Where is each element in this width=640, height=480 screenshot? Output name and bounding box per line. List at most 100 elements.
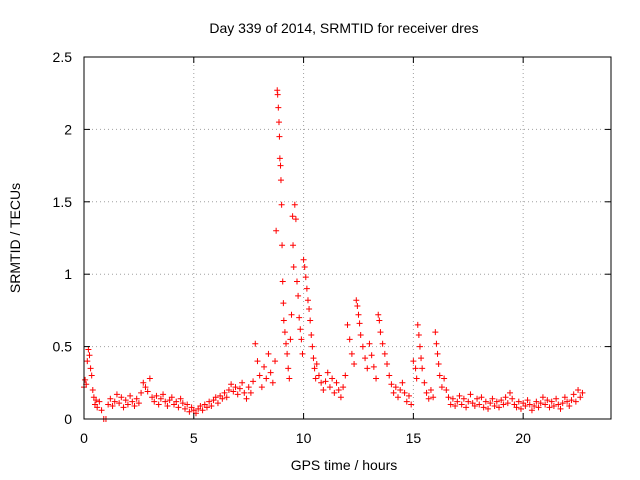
data-point	[109, 402, 116, 409]
data-point	[301, 263, 308, 270]
data-point	[212, 394, 219, 401]
data-point	[419, 365, 426, 372]
data-point	[414, 321, 421, 328]
data-point	[247, 389, 254, 396]
data-point	[214, 400, 221, 407]
data-point	[84, 358, 91, 365]
data-point	[364, 365, 371, 372]
grid-lines	[84, 57, 611, 419]
data-point	[279, 242, 286, 249]
data-point	[223, 394, 230, 401]
data-point	[208, 402, 215, 409]
data-point	[401, 389, 408, 396]
data-point	[449, 395, 456, 402]
data-point	[269, 379, 276, 386]
data-point	[413, 375, 420, 382]
data-point	[280, 300, 287, 307]
data-point	[153, 392, 160, 399]
data-point	[279, 278, 286, 285]
data-point	[553, 395, 560, 402]
data-point	[142, 384, 149, 391]
data-point	[465, 398, 472, 405]
data-point	[443, 387, 450, 394]
data-point	[438, 384, 445, 391]
data-point	[168, 394, 175, 401]
data-point	[241, 389, 248, 396]
data-point	[285, 365, 292, 372]
data-point	[412, 365, 419, 372]
y-tick-label: 2	[64, 121, 72, 137]
data-point	[273, 227, 280, 234]
data-point	[129, 398, 136, 405]
y-tick-label: 0.5	[53, 339, 73, 355]
data-point	[122, 397, 129, 404]
data-point	[416, 343, 423, 350]
data-point	[324, 369, 331, 376]
data-point	[263, 375, 270, 382]
data-point	[232, 384, 239, 391]
data-point	[491, 402, 498, 409]
data-point	[445, 394, 452, 401]
data-point	[293, 278, 300, 285]
data-point	[199, 407, 206, 414]
data-point	[548, 398, 555, 405]
data-point	[287, 336, 294, 343]
data-point	[353, 297, 360, 304]
data-point	[133, 395, 140, 402]
data-point	[515, 398, 522, 405]
data-point	[436, 372, 443, 379]
data-point	[405, 392, 412, 399]
data-point	[344, 321, 351, 328]
data-point	[254, 358, 261, 365]
data-point	[506, 389, 513, 396]
data-point	[138, 389, 145, 396]
data-point	[427, 387, 434, 394]
data-point	[415, 332, 422, 339]
data-point	[329, 375, 336, 382]
data-point	[299, 350, 306, 357]
data-point	[496, 404, 503, 411]
data-point	[127, 392, 134, 399]
data-point	[463, 404, 470, 411]
data-point	[311, 365, 318, 372]
data-point	[310, 355, 317, 362]
data-point	[88, 372, 95, 379]
data-point	[239, 379, 246, 386]
data-point	[298, 336, 305, 343]
data-point	[480, 404, 487, 411]
data-point	[356, 320, 363, 327]
data-point	[286, 375, 293, 382]
data-point	[291, 201, 298, 208]
data-point	[276, 155, 283, 162]
data-point	[359, 343, 366, 350]
data-point	[221, 389, 228, 396]
data-point	[535, 404, 542, 411]
data-point	[252, 340, 259, 347]
data-point	[513, 404, 520, 411]
data-point	[295, 292, 302, 299]
data-point	[98, 407, 105, 414]
data-point	[160, 391, 167, 398]
data-point	[331, 389, 338, 396]
data-point	[82, 376, 89, 383]
data-point	[140, 379, 147, 386]
data-point	[228, 381, 235, 388]
data-point	[272, 358, 279, 365]
data-point	[370, 363, 377, 370]
data-point	[568, 397, 575, 404]
data-point	[306, 305, 313, 312]
data-point	[337, 394, 344, 401]
data-point	[146, 375, 153, 382]
data-point	[502, 394, 509, 401]
data-point	[236, 385, 243, 392]
data-point	[432, 329, 439, 336]
x-tick-label: 10	[296, 430, 312, 446]
data-point	[397, 387, 404, 394]
data-point	[550, 402, 557, 409]
data-point	[225, 387, 232, 394]
data-point	[276, 133, 283, 140]
data-point	[478, 394, 485, 401]
data-point	[471, 402, 478, 409]
data-point	[373, 375, 380, 382]
